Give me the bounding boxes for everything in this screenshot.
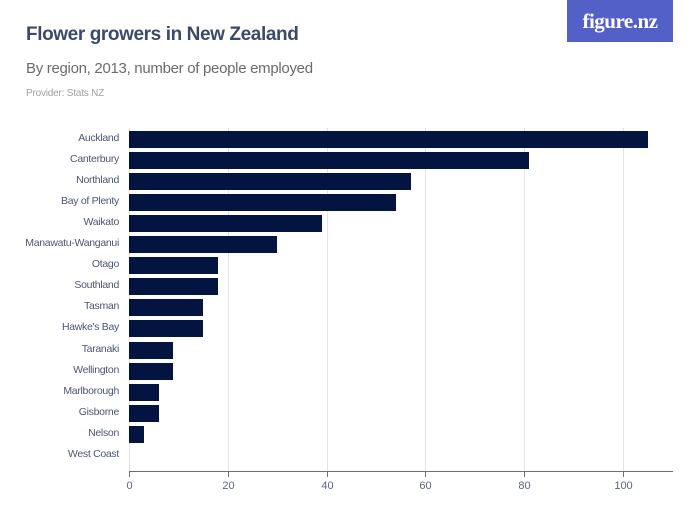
category-label: Gisborne (78, 405, 120, 418)
gridline (623, 128, 624, 471)
bar[interactable] (129, 278, 218, 296)
category-label: Bay of Plenty (61, 195, 119, 208)
x-axis-tick-label: 40 (321, 480, 334, 492)
category-label: Otago (91, 258, 119, 271)
x-axis-tick-label: 80 (518, 480, 531, 492)
figure-nz-logo[interactable]: figure.nz (567, 0, 673, 42)
category-label: Tasman (84, 300, 119, 313)
provider-label: Provider: Stats NZ (26, 88, 105, 99)
x-axis-tick (327, 471, 328, 477)
category-label: Nelson (88, 426, 119, 439)
bar[interactable] (129, 131, 648, 148)
category-label: Waikato (83, 216, 120, 229)
category-label: Southland (74, 279, 119, 292)
x-axis-line (129, 471, 673, 472)
bar[interactable] (129, 404, 159, 422)
gridline (228, 128, 229, 471)
category-label: Hawke's Bay (61, 321, 119, 334)
x-axis-tick (623, 471, 624, 477)
category-label: Canterbury (70, 153, 119, 166)
bar[interactable] (129, 173, 411, 191)
x-axis-tick-label: 60 (419, 480, 432, 492)
category-label: Manawatu-Wanganui (25, 237, 119, 250)
x-axis-tick-label: 20 (222, 480, 235, 492)
category-label: Marlborough (63, 384, 119, 397)
bar[interactable] (129, 299, 204, 317)
x-axis-tick-label: 0 (126, 480, 133, 492)
x-axis-tick (228, 471, 229, 477)
x-axis-tick (425, 471, 426, 477)
gridline (327, 128, 328, 471)
category-label: Taranaki (81, 342, 120, 355)
gridline (524, 128, 525, 471)
x-axis-tick (524, 471, 525, 477)
x-axis-tick-label: 100 (614, 480, 633, 492)
category-label: West Coast (67, 447, 119, 460)
bar[interactable] (129, 215, 322, 233)
chart-title: Flower growers in New Zealand (26, 24, 299, 45)
bar[interactable] (129, 152, 530, 170)
bar[interactable] (129, 383, 159, 401)
bar[interactable] (129, 320, 204, 338)
bar[interactable] (129, 425, 144, 443)
bar[interactable] (129, 362, 174, 380)
gridline (425, 128, 426, 471)
bar[interactable] (129, 236, 278, 254)
x-axis-tick (129, 471, 130, 477)
category-label: Wellington (73, 363, 119, 376)
bar[interactable] (129, 341, 174, 359)
category-label: Auckland (78, 132, 119, 144)
bar[interactable] (129, 257, 218, 275)
chart-subtitle: By region, 2013, number of people employ… (26, 60, 313, 77)
category-label: Northland (76, 174, 119, 187)
bar[interactable] (129, 194, 396, 212)
